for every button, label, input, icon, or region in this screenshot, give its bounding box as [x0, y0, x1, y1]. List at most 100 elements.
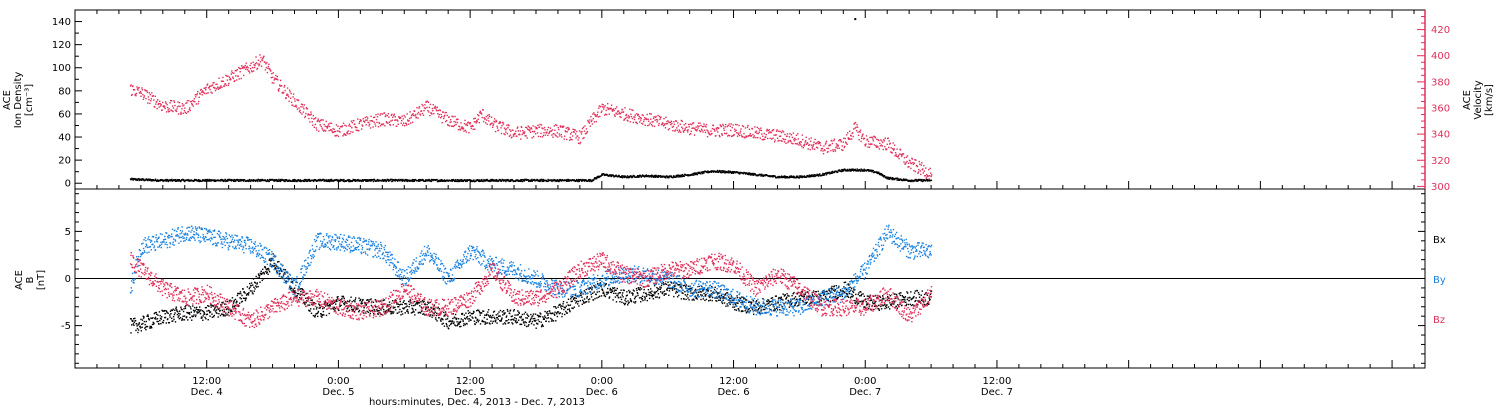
velocity-point — [284, 89, 286, 92]
velocity-point — [488, 115, 491, 118]
velocity-point — [478, 115, 480, 117]
velocity-point — [893, 149, 895, 151]
density-point — [790, 175, 792, 177]
velocity-point — [368, 125, 370, 127]
velocity-point — [491, 126, 494, 129]
bx-point — [459, 325, 461, 328]
density-point — [633, 175, 636, 178]
velocity-point — [592, 117, 595, 120]
bx-point — [445, 322, 447, 325]
density-point — [304, 180, 306, 182]
bx-point — [145, 320, 147, 323]
density-point — [917, 178, 920, 181]
density-point — [623, 176, 626, 179]
velocity-point — [283, 86, 285, 88]
bx-point — [153, 322, 155, 324]
velocity-point — [338, 127, 341, 130]
velocity-point — [723, 129, 725, 131]
density-point — [709, 171, 712, 173]
velocity-point — [786, 135, 788, 138]
velocity-point — [234, 69, 236, 72]
density-point — [482, 180, 485, 182]
velocity-point — [672, 125, 675, 128]
density-point — [330, 178, 332, 181]
velocity-point — [314, 123, 316, 126]
velocity-point — [259, 61, 262, 63]
velocity-point — [620, 116, 622, 119]
velocity-point — [919, 170, 921, 172]
density-point — [466, 180, 468, 182]
bx-point — [582, 299, 584, 301]
bx-point — [478, 310, 481, 313]
bx-point — [434, 317, 437, 319]
bx-point — [434, 311, 436, 313]
velocity-point — [869, 136, 871, 139]
velocity-point — [753, 136, 755, 139]
density-point — [516, 180, 519, 182]
velocity-point — [440, 117, 442, 119]
bx-point — [502, 323, 504, 325]
density-point — [796, 176, 799, 178]
velocity-point — [285, 97, 287, 99]
bx-point — [300, 290, 302, 293]
velocity-point — [702, 125, 705, 128]
bx-point — [516, 314, 518, 316]
bx-point — [494, 317, 496, 320]
velocity-point — [217, 86, 219, 88]
velocity-point — [475, 122, 477, 124]
velocity-point — [883, 140, 885, 142]
bx-point — [539, 315, 541, 318]
velocity-point — [346, 132, 348, 134]
density-point — [665, 177, 667, 179]
density-point — [573, 179, 576, 181]
density-point — [652, 176, 655, 178]
bx-point — [285, 280, 288, 283]
velocity-point — [252, 61, 254, 63]
velocity-point — [323, 130, 325, 132]
density-point — [396, 179, 398, 181]
density-point — [313, 180, 315, 183]
velocity-point — [243, 74, 245, 77]
density-point — [698, 171, 701, 174]
velocity-point — [589, 125, 592, 127]
density-point — [418, 180, 420, 182]
velocity-point — [311, 121, 313, 123]
bx-point — [279, 272, 281, 275]
bx-point — [179, 313, 181, 315]
density-point — [515, 180, 518, 182]
velocity-point — [582, 126, 585, 128]
bx-point — [593, 284, 595, 287]
velocity-point — [454, 115, 456, 118]
bx-point — [423, 300, 425, 302]
bx-point — [166, 312, 168, 314]
density-point — [454, 180, 457, 183]
velocity-point — [615, 112, 617, 114]
density-point — [682, 175, 684, 178]
density-point — [471, 180, 474, 182]
velocity-point — [302, 111, 305, 113]
velocity-point — [796, 143, 798, 145]
velocity-point — [131, 93, 133, 96]
density-point — [150, 178, 152, 181]
density-point — [303, 178, 306, 181]
velocity-point — [697, 127, 699, 129]
velocity-point — [134, 93, 137, 95]
bx-point — [443, 315, 445, 317]
velocity-point — [323, 123, 325, 126]
density-point — [287, 180, 289, 182]
velocity-point — [240, 77, 242, 80]
density-point — [580, 179, 583, 182]
bx-point — [398, 304, 401, 306]
density-point — [480, 180, 482, 182]
density-point — [799, 175, 801, 177]
velocity-point — [872, 140, 875, 142]
density-point — [831, 172, 833, 174]
velocity-point — [879, 145, 881, 147]
velocity-point — [154, 95, 156, 97]
velocity-point — [835, 146, 837, 149]
bx-point — [383, 299, 386, 301]
density-point — [275, 178, 277, 181]
density-point — [813, 175, 815, 178]
density-point — [530, 180, 533, 182]
bx-point — [225, 314, 227, 316]
